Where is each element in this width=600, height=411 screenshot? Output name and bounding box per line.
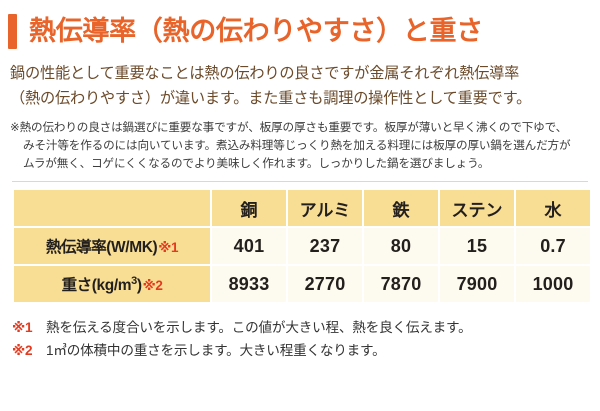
page-title-text: 熱伝導率（熱の伝わりやすさ）と重さ — [29, 15, 483, 46]
value-weight-iron: 7870 — [364, 266, 438, 303]
footnotes-block: ※1 熱を伝える度合いを示します。この値が大きい程、熱を良く伝えます。 ※2 1… — [12, 317, 588, 362]
value-weight-aluminum: 2770 — [288, 266, 362, 303]
note-line-1: ※熱の伝わりの良さは鍋選びに重要な事ですが、板厚の厚さも重要です。板厚が薄いと早… — [10, 121, 568, 135]
note-line-3: ムラが無く、コゲにくくなるのでより美味しく作れます。しっかりした鍋を選びましょう… — [23, 156, 490, 170]
note-line-2: みそ汁等を作るのには向いています。煮込み料理等じっくり熱を加える料理には板厚の厚… — [23, 138, 571, 152]
spec-table-wrap: 銅 アルミ 鉄 ステン 水 熱伝導率(W/MK)※1 401 237 80 15… — [12, 188, 590, 304]
column-header-aluminum: アルミ — [288, 190, 362, 227]
lead-line-2: （熱の伝わりやすさ）が違います。また重さも調理の操作性として重要です。 — [10, 89, 532, 107]
table-row: 重さ(kg/m3)※2 8933 2770 7870 7900 1000 — [14, 266, 590, 303]
lead-paragraph: 鍋の性能として重要なことは熱の伝わりの良さですが金属それぞれ熱伝導率 （熱の伝わ… — [10, 62, 590, 111]
footnote-item: ※1 熱を伝える度合いを示します。この値が大きい程、熱を良く伝えます。 — [12, 317, 588, 340]
column-header-stainless: ステン — [440, 190, 514, 227]
value-thermal-iron: 80 — [364, 228, 438, 265]
row-label-weight-sup: 3 — [131, 275, 137, 288]
value-weight-stainless: 7900 — [440, 266, 514, 303]
value-thermal-aluminum: 237 — [288, 228, 362, 265]
footnote-mark-2: ※2 — [12, 343, 33, 359]
column-header-iron: 鉄 — [364, 190, 438, 227]
title-accent-bar — [8, 13, 17, 49]
row-label-thermal-conductivity-text: 熱伝導率(W/MK) — [45, 239, 158, 257]
row-label-weight-text: 重さ(kg/m — [61, 277, 132, 295]
row-label-weight-ref: ※2 — [142, 278, 163, 294]
row-label-thermal-conductivity: 熱伝導率(W/MK)※1 — [14, 228, 210, 265]
note-block: ※熱の伝わりの良さは鍋選びに重要な事ですが、板厚の厚さも重要です。板厚が薄いと早… — [10, 119, 590, 172]
column-header-water: 水 — [516, 190, 590, 227]
footnote-text-2: 1㎥の体積中の重さを示します。大きい程重くなります。 — [46, 343, 386, 359]
table-row: 熱伝導率(W/MK)※1 401 237 80 15 0.7 — [14, 228, 590, 265]
column-header-copper: 銅 — [212, 190, 286, 227]
table-header-row: 銅 アルミ 鉄 ステン 水 — [14, 190, 590, 227]
row-label-weight-tail: ) — [136, 277, 142, 295]
spec-table: 銅 アルミ 鉄 ステン 水 熱伝導率(W/MK)※1 401 237 80 15… — [12, 188, 592, 304]
page-root: { "header": { "accent_color": "#e8642a",… — [0, 11, 600, 411]
row-label-thermal-conductivity-ref: ※1 — [158, 240, 179, 256]
value-thermal-water: 0.7 — [516, 228, 590, 265]
row-label-weight: 重さ(kg/m3)※2 — [14, 266, 210, 303]
value-weight-copper: 8933 — [212, 266, 286, 303]
value-thermal-copper: 401 — [212, 228, 286, 265]
footnote-item: ※2 1㎥の体積中の重さを示します。大きい程重くなります。 — [12, 340, 588, 363]
page-title: 熱伝導率（熱の伝わりやすさ）と重さ — [8, 11, 600, 51]
section-divider — [12, 181, 588, 183]
footnote-text-1: 熱を伝える度合いを示します。この値が大きい程、熱を良く伝えます。 — [46, 320, 472, 336]
value-weight-water: 1000 — [516, 266, 590, 303]
lead-line-1: 鍋の性能として重要なことは熱の伝わりの良さですが金属それぞれ熱伝導率 — [10, 65, 520, 82]
value-thermal-stainless: 15 — [440, 228, 514, 265]
table-corner-cell — [14, 190, 210, 227]
footnote-mark-1: ※1 — [12, 320, 33, 336]
